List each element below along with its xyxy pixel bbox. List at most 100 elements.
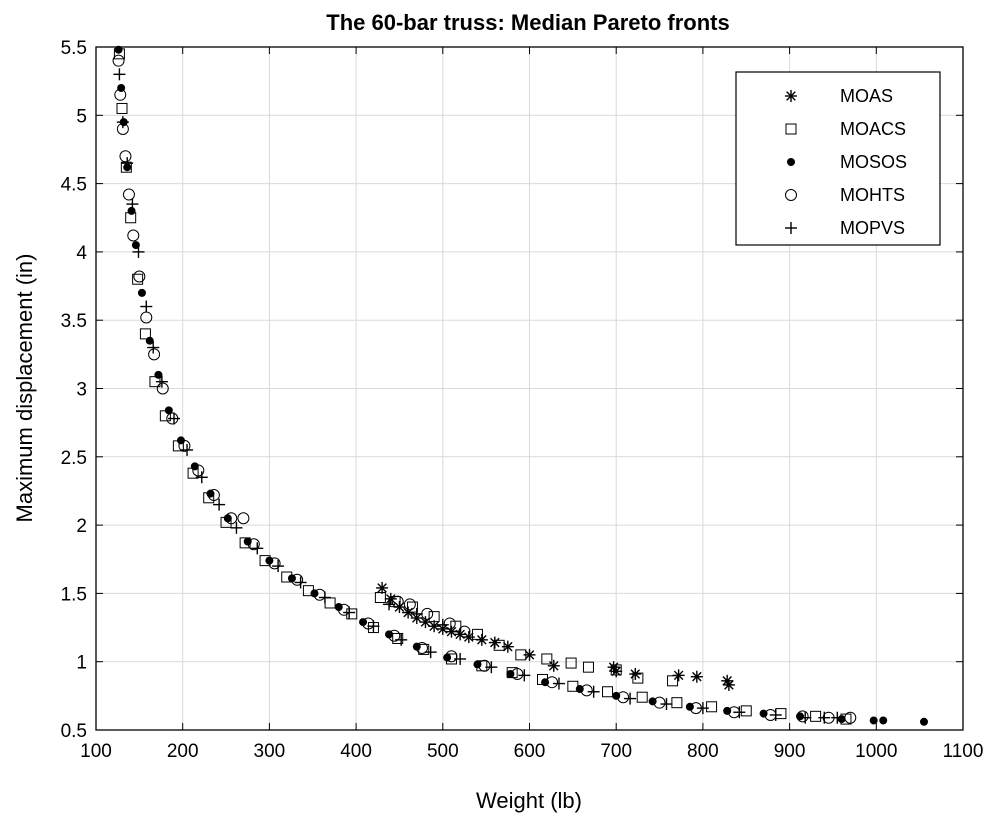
data-point [112,54,125,67]
data-point [478,659,491,672]
data-point [168,412,181,425]
data-point [145,336,154,345]
data-point [632,672,644,684]
data-point [653,696,666,709]
legend-item-mopvs: MOPVS [785,218,905,238]
data-point [450,620,462,632]
y-tick-label: 3 [76,380,87,401]
data-point [176,436,185,445]
data-point [565,657,577,669]
legend: MOAS MOACS MOSOS MOHTS MOPVS [735,71,941,246]
data-point [518,669,531,682]
data-point [552,677,565,690]
x-tick-label: 500 [427,741,459,762]
data-point [367,620,380,633]
data-point [374,591,386,603]
data-point [127,229,140,242]
y-tick-label: 3.5 [61,311,87,332]
legend-marker [787,158,795,166]
data-point [796,710,809,723]
legend-label: MOHTS [840,185,905,205]
data-point [769,708,782,721]
data-point [636,691,648,703]
data-point [445,650,458,663]
data-point [192,464,205,477]
y-tick-label: 2 [76,516,87,537]
data-point [660,698,673,711]
data-point [547,659,560,672]
data-point [272,560,285,573]
data-point [485,661,498,674]
data-point [126,198,139,211]
data-point [223,514,232,523]
data-point [181,443,194,456]
data-point [251,542,264,555]
series-mopvs [113,68,844,724]
x-tick-label: 400 [340,741,372,762]
data-point [671,697,683,709]
x-tick-label: 900 [774,741,806,762]
data-points [112,45,928,726]
x-tick-label: 200 [167,741,199,762]
y-axis-label: Maximum displacement (in) [12,254,37,523]
data-point [501,640,514,653]
data-point [114,88,127,101]
data-point [383,598,396,611]
legend-marker [785,189,797,201]
x-tick-label: 300 [254,741,286,762]
grid-lines [96,47,963,730]
data-point [155,375,168,388]
data-point [388,629,401,642]
data-point [114,45,123,54]
data-point [443,653,452,662]
y-tick-label: 4.5 [61,175,87,196]
x-tick-label: 1100 [943,741,984,762]
data-point [116,102,128,114]
data-point [294,576,307,589]
data-point [140,311,153,324]
data-point [225,512,238,525]
data-point [346,608,358,620]
data-point [810,710,822,722]
data-point [471,628,483,640]
data-point [376,581,389,594]
data-point [230,521,243,534]
x-tick-label: 600 [514,741,546,762]
legend-item-moas: MOAS [785,86,893,106]
data-point [415,642,428,655]
data-point [140,300,153,313]
legend-label: MOPVS [840,218,905,238]
data-point [237,512,250,525]
data-point [147,341,160,354]
chart-title: The 60-bar truss: Median Pareto fronts [326,10,729,35]
data-point [722,678,735,691]
legend-item-mohts: MOHTS [785,185,905,205]
data-point [406,601,418,613]
y-tick-label: 4 [76,243,87,264]
data-point [629,667,642,680]
data-point [493,639,505,651]
data-point [488,636,501,649]
data-point [844,711,857,724]
data-point [421,607,434,620]
data-point [580,684,593,697]
data-point [454,652,467,665]
data-point [602,686,614,698]
legend-label: MOAS [840,86,893,106]
data-point [624,692,637,705]
data-point [879,716,888,725]
data-point [127,206,136,215]
legend-item-moacs: MOACS [785,119,906,139]
data-point [541,678,550,687]
data-point [919,717,928,726]
legend-marker [785,90,797,102]
data-point [207,489,220,502]
data-point [391,595,404,608]
data-point [436,618,449,631]
legend-label: MOACS [840,119,906,139]
data-point [318,591,331,604]
data-point [154,370,163,379]
data-point [156,382,169,395]
data-point [247,538,260,551]
x-tick-label: 800 [687,741,719,762]
